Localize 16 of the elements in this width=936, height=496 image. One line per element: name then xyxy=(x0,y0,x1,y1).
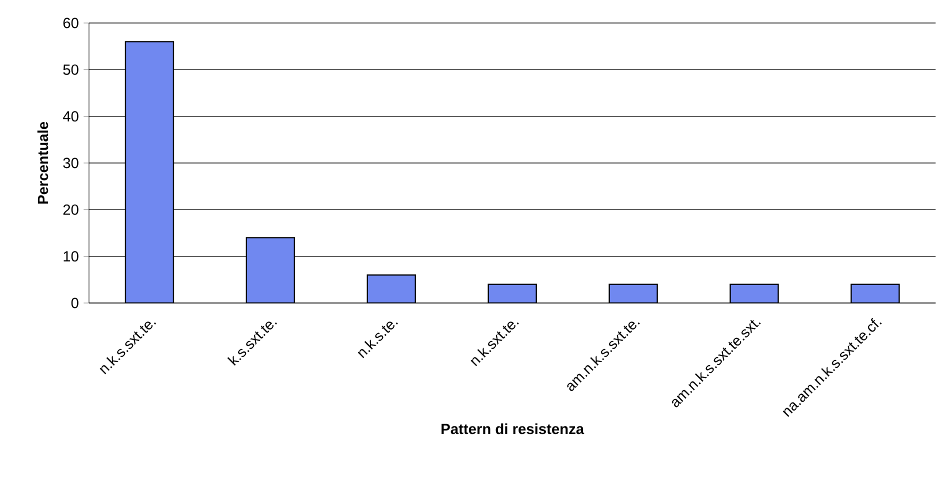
bar xyxy=(730,284,779,303)
bar xyxy=(124,41,174,303)
y-tick-label: 0 xyxy=(71,298,78,308)
y-tick-label: 60 xyxy=(63,18,78,28)
y-tick-label: 30 xyxy=(63,158,78,168)
x-axis-title: Pattern di resistenza xyxy=(442,423,584,434)
y-axis-title: Percentuale xyxy=(37,122,48,204)
bar xyxy=(608,284,658,303)
y-tick-label: 50 xyxy=(63,64,78,75)
bar xyxy=(366,274,416,303)
bar xyxy=(246,237,296,303)
bar xyxy=(488,284,537,303)
bar xyxy=(850,284,900,303)
y-tick-label: 10 xyxy=(64,251,78,262)
y-tick-label: 40 xyxy=(62,111,78,122)
y-tick-label: 20 xyxy=(63,204,78,215)
